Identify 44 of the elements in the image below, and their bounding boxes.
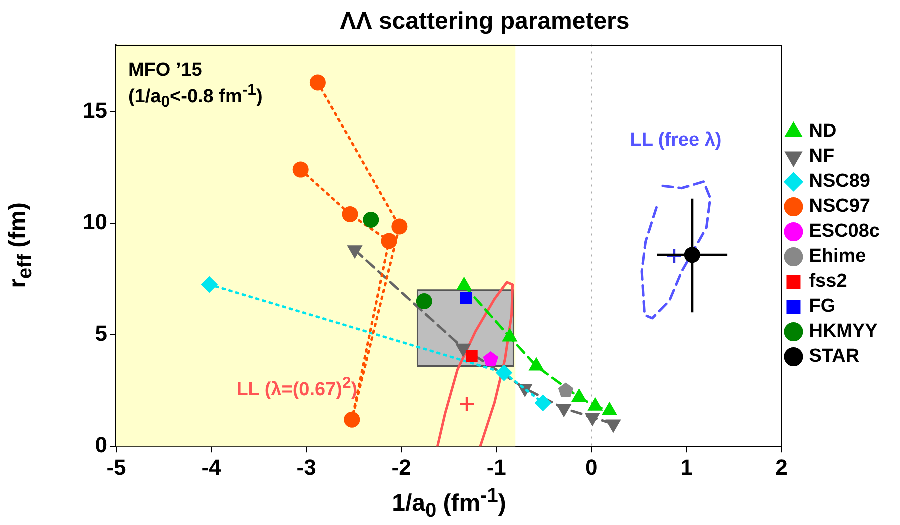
point: [483, 352, 499, 366]
legend-label: NF: [809, 146, 835, 168]
x-tick-label: -2: [392, 454, 412, 480]
x-tick-label: -5: [106, 454, 126, 480]
series-label: LL (free λ): [630, 130, 722, 152]
line-series: [640, 180, 712, 320]
y-tick-label: 5: [95, 321, 108, 346]
legend-label: ESC08c: [809, 221, 880, 242]
chart-title: ΛΛ scattering parameters: [340, 8, 630, 36]
point: [202, 276, 218, 293]
legend-label: HKMYY: [809, 321, 878, 342]
point: [381, 233, 398, 250]
point: [466, 350, 478, 362]
x-axis-title: 1/a$_{0}$ (fm$^{-1}$): [392, 484, 506, 522]
point: [310, 74, 326, 91]
legend-label: NSC89: [809, 171, 870, 192]
legend-label: STAR: [809, 346, 860, 368]
x-tick-label: 1: [680, 454, 693, 480]
legend-label: Ehime: [809, 246, 866, 268]
y-tick-label: 0: [95, 432, 108, 458]
x-tick-label: 2: [776, 454, 788, 480]
point: [292, 162, 309, 178]
text: LL (λ=(0.67)$^{2}$): [236, 374, 358, 401]
legend-label: FG: [809, 296, 836, 318]
point: [392, 218, 408, 235]
point: [342, 206, 358, 222]
y-tick-label: 15: [82, 98, 108, 123]
point: [458, 396, 476, 412]
x-tick-label: -3: [296, 454, 316, 480]
x-tick-label: 0: [586, 454, 598, 480]
point: [460, 292, 472, 304]
legend-label: ND: [809, 121, 837, 142]
y-tick-label: 10: [82, 209, 108, 234]
legend-label: NSC97: [809, 196, 870, 218]
x-tick-label: -4: [202, 454, 222, 480]
x-tick-label: -1: [486, 454, 506, 480]
point: [344, 412, 360, 428]
point: [535, 395, 552, 412]
band-label: MFO ’15 (1/a$_{0}$<-0.8 fm$^{-1}$): [128, 60, 263, 112]
point: [416, 294, 432, 310]
legend-label: fss2: [809, 271, 848, 292]
point: [496, 364, 512, 381]
point: [558, 382, 574, 398]
point: [363, 212, 380, 228]
